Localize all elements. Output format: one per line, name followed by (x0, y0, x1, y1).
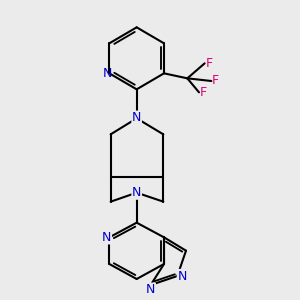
Text: N: N (177, 269, 187, 283)
Text: N: N (103, 67, 112, 80)
Text: F: F (200, 86, 207, 99)
Text: F: F (206, 57, 213, 70)
Text: N: N (146, 283, 155, 296)
Text: F: F (212, 74, 219, 88)
Text: N: N (132, 111, 141, 124)
Text: N: N (102, 231, 111, 244)
Text: N: N (132, 186, 141, 199)
